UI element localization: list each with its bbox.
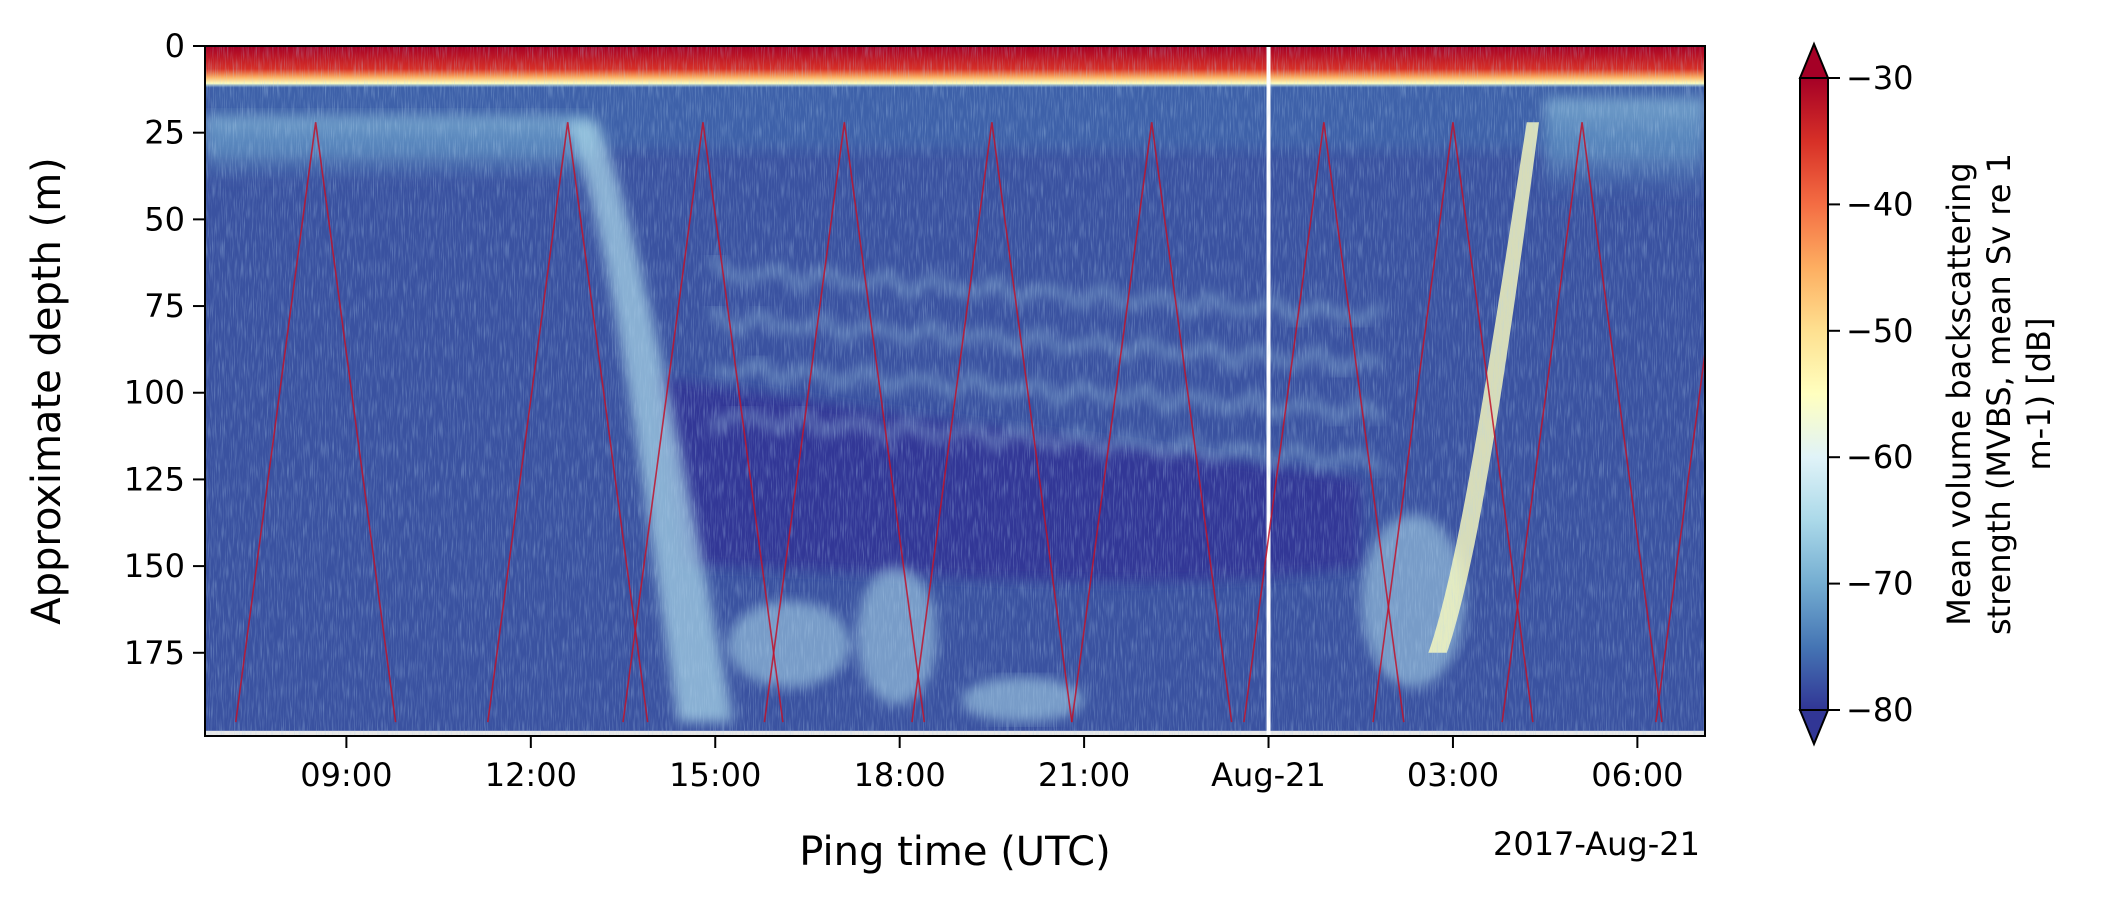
profiler-tracks: [234, 122, 1705, 723]
profiler-track-8: [1372, 122, 1534, 723]
colorbar: −30 −40 −50 −60 −70 −80 Mean volume backscatt…: [1798, 41, 2058, 747]
y-tick-label: 75: [144, 287, 185, 325]
x-tick-label: 21:00: [1038, 756, 1130, 794]
colorbar-label: Mean volume backscattering strength (MVB…: [1940, 153, 2058, 635]
plot-frame: [204, 45, 1706, 737]
colorbar-label-line-3: m-1) [dB]: [2020, 318, 2058, 471]
x-tick-label: 15:00: [669, 756, 761, 794]
y-tick-label: 125: [124, 460, 185, 498]
profiler-track-1: [234, 122, 397, 723]
colorbar-gradient: [1799, 77, 1829, 711]
profiler-track-7: [1243, 122, 1405, 723]
y-tick-label: 100: [124, 374, 185, 412]
x-tick-label: 09:00: [300, 756, 392, 794]
profiler-track-4: [763, 122, 926, 723]
x-tick-label: 03:00: [1407, 756, 1499, 794]
y-tick-label: 50: [144, 200, 185, 238]
colorbar-label-line-1: Mean volume backscattering: [1940, 162, 1978, 625]
y-tick-label: 150: [124, 547, 185, 585]
echogram-plot-area: [205, 46, 1705, 736]
x-tick-label: 06:00: [1591, 756, 1683, 794]
colorbar-extend-min: [1798, 709, 1830, 747]
x-axis: 09:00 12:00 15:00 18:00 21:00 Aug-21 03:00 06:0…: [300, 736, 1683, 794]
profiler-track-9: [1501, 122, 1663, 723]
colorbar-tick-label: −40: [1846, 185, 1914, 223]
y-axis-label: Approximate depth (m): [24, 157, 70, 625]
colorbar-tick-label: −30: [1846, 59, 1914, 97]
profiler-track-5: [911, 122, 1073, 723]
x-axis-label: Ping time (UTC): [799, 829, 1110, 875]
colorbar-tick-label: −60: [1846, 438, 1914, 476]
colorbar-ticks: −30 −40 −50 −60 −70 −80: [1828, 59, 1914, 729]
profiler-track-3: [622, 122, 784, 723]
y-tick-label: 175: [124, 634, 185, 672]
x-tick-label: 12:00: [485, 756, 577, 794]
x-tick-label: Aug-21: [1211, 756, 1326, 794]
colorbar-tick-label: −70: [1846, 565, 1914, 603]
y-axis: 0 25 50 75 100 125 150 175: [124, 27, 205, 672]
x-offset-label: 2017-Aug-21: [1493, 825, 1700, 863]
colorbar-label-line-2: strength (MVBS, mean Sv re 1: [1980, 153, 2018, 635]
profiler-track-2: [486, 122, 649, 723]
x-tick-label: 18:00: [854, 756, 946, 794]
colorbar-tick-label: −80: [1846, 691, 1914, 729]
colorbar-extend-max: [1798, 41, 1830, 79]
y-tick-label: 0: [165, 27, 185, 65]
profiler-track-10: [1655, 346, 1705, 723]
y-tick-label: 25: [144, 114, 185, 152]
backscatter-noise-texture: [205, 46, 1705, 736]
colorbar-tick-label: −50: [1846, 312, 1914, 350]
profiler-track-6: [1071, 122, 1233, 723]
